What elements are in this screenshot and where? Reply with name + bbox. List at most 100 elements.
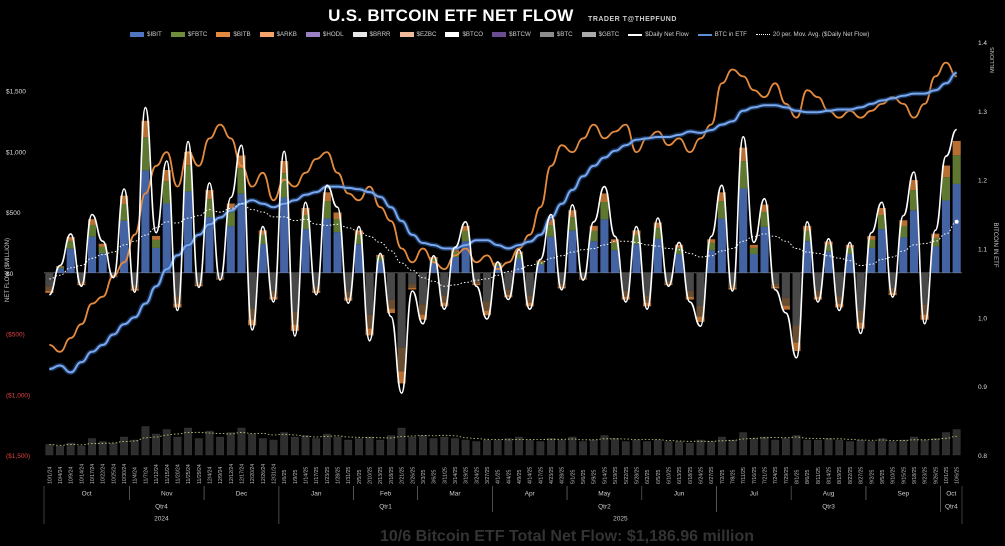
ibit-bar	[227, 226, 235, 273]
volume-bar	[430, 439, 437, 456]
arkb-bar	[472, 284, 480, 285]
x-date-label: 7/16/25	[752, 467, 758, 484]
volume-bar	[793, 436, 800, 456]
x-date-label: 9/23/25	[923, 467, 929, 484]
volume-bar	[558, 440, 565, 455]
x-date-label: 12/4/24	[207, 467, 213, 484]
ibit-bar	[323, 219, 331, 273]
ibit-bar	[750, 254, 758, 273]
x-date-label: 10/22/24	[101, 464, 107, 484]
volume-bar	[953, 430, 960, 456]
y-right-tick-label: 1.2	[978, 178, 987, 185]
arkb-bar	[771, 287, 779, 289]
arkb-bar	[77, 284, 85, 285]
ibit-bar	[526, 273, 534, 296]
volume-bar	[131, 440, 138, 455]
y-left-tick-label: $500	[6, 210, 21, 217]
volume-bar	[526, 440, 533, 455]
volume-bar	[323, 434, 330, 455]
volume-bar	[473, 442, 480, 456]
x-date-label: 1/14/25	[304, 467, 310, 484]
volume-bar	[419, 436, 426, 456]
volume-bar	[334, 437, 341, 455]
volume-bar	[825, 439, 832, 456]
y-right-tick-label: 0.9	[978, 384, 987, 391]
ibit-bar	[590, 241, 598, 273]
x-date-label: 6/2/25	[645, 469, 651, 484]
y-right-tick-label: 0.8	[978, 453, 987, 460]
volume-bar	[142, 427, 149, 456]
volume-bar	[483, 440, 490, 455]
x-date-label: 3/6/25	[432, 469, 438, 484]
ibit-bar	[600, 219, 608, 272]
volume-bar	[654, 440, 661, 455]
month-label: Jul	[750, 491, 759, 498]
x-date-label: 10/17/24	[90, 464, 96, 484]
fbtc-bar	[750, 248, 758, 254]
volume-bar	[697, 440, 704, 455]
y-left-tick-label: ($500)	[6, 332, 25, 339]
y-left-tick-label: $1,500	[6, 89, 26, 96]
volume-bar	[163, 430, 170, 456]
x-date-label: 10/4/24	[58, 467, 64, 484]
volume-bar	[227, 433, 234, 456]
ibit-bar	[696, 273, 704, 306]
ibit-bar	[504, 273, 512, 290]
volume-bar	[259, 439, 266, 456]
x-date-label: 9/2/25	[869, 469, 875, 484]
ibit-bar	[942, 200, 950, 272]
x-date-label: 6/10/25	[666, 467, 672, 484]
x-date-label: 9/15/25	[901, 467, 907, 484]
y-right-tick-label: 1.0	[978, 315, 987, 322]
volume-bar	[569, 437, 576, 455]
y-left-axis-label: NET FLOW ($MILLION)	[5, 238, 11, 302]
volume-bar	[78, 446, 85, 455]
x-date-label: 4/23/25	[549, 467, 555, 484]
y-right-tick-label: 1.1	[978, 247, 987, 254]
ibit-bar	[301, 229, 309, 273]
y-right-tick-label: 1.3	[978, 109, 987, 116]
arkb-bar	[430, 257, 438, 259]
x-date-label: 6/18/25	[688, 467, 694, 484]
volume-bar	[195, 439, 202, 456]
ibit-bar	[184, 191, 192, 272]
x-date-label: 12/12/24	[229, 464, 235, 484]
x-date-label: 12/9/24	[218, 467, 224, 484]
fbtc-bar	[408, 284, 416, 288]
ibit-bar	[483, 273, 491, 302]
month-label: Sep	[898, 491, 910, 498]
volume-bar	[409, 437, 416, 455]
volume-bar	[836, 440, 843, 455]
x-date-label: 7/29/25	[784, 467, 790, 484]
arkb-bar	[173, 304, 181, 308]
x-date-label: 3/24/25	[474, 467, 480, 484]
fbtc-bar	[953, 155, 961, 184]
quarter-label: Qtr4	[945, 504, 958, 511]
month-label: Apr	[525, 491, 536, 498]
ibit-bar	[792, 273, 800, 326]
month-label: Jun	[674, 491, 685, 498]
volume-bar	[921, 440, 928, 455]
volume-bar	[248, 434, 255, 455]
x-date-label: 8/22/25	[848, 467, 854, 484]
volume-bar	[366, 437, 373, 455]
x-date-label: 6/24/25	[698, 467, 704, 484]
ibit-bar	[280, 197, 288, 272]
y-left-tick-label: ($1,500)	[6, 453, 30, 460]
x-date-label: 2/21/25	[400, 467, 406, 484]
x-date-label: 5/22/25	[624, 467, 630, 484]
x-date-label: 4/1/25	[496, 469, 502, 484]
ibit-bar	[739, 188, 747, 272]
x-date-label: 7/2/25	[720, 469, 726, 484]
volume-bar	[686, 443, 693, 455]
arkb-bar	[152, 236, 160, 240]
x-date-label: 2/18/25	[389, 467, 395, 484]
ibit-bar	[366, 273, 374, 315]
x-date-label: 3/3/25	[421, 469, 427, 484]
volume-bar	[547, 439, 554, 456]
ibit-bar	[654, 239, 662, 273]
x-date-label: 6/13/25	[677, 467, 683, 484]
x-date-label: 11/20/24	[175, 464, 181, 484]
x-date-label: 3/11/25	[442, 467, 448, 484]
fbtc-bar	[728, 284, 736, 288]
